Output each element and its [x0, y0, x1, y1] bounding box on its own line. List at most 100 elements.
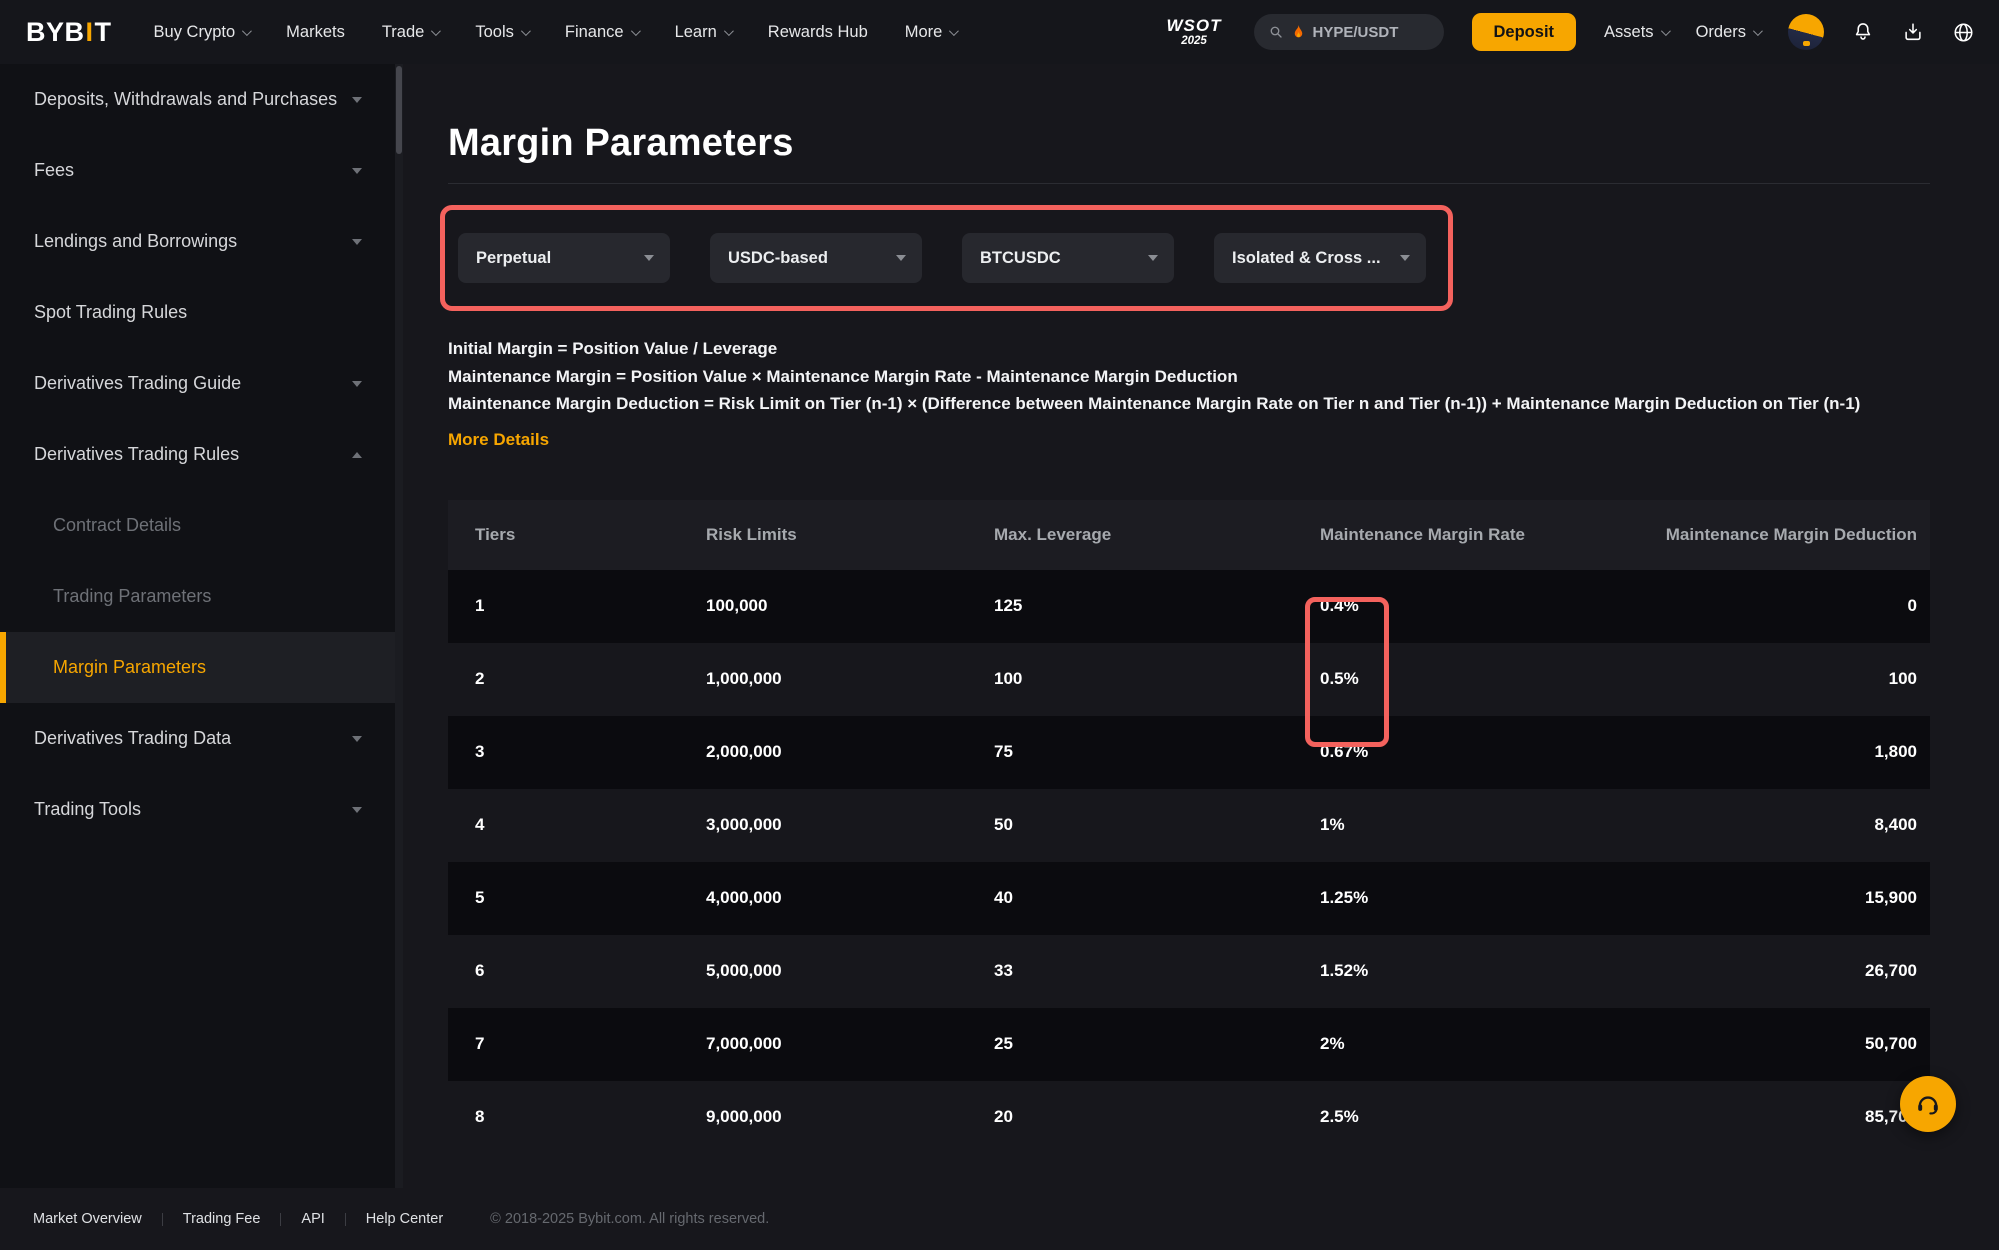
nav-item-tools[interactable]: Tools [475, 22, 531, 42]
footer-link-market-overview[interactable]: Market Overview [33, 1211, 142, 1227]
sidebar-item-label: Lendings and Borrowings [34, 231, 238, 251]
table-cell: 0 [1907, 596, 1917, 615]
sidebar-item-margin-parameters[interactable]: Margin Parameters [0, 632, 395, 703]
contract-type-select[interactable]: Perpetual [458, 233, 670, 283]
table-cell: 100,000 [706, 596, 768, 615]
user-avatar[interactable] [1788, 14, 1824, 50]
sidebar-scrollbar[interactable] [395, 64, 403, 1188]
column-header-risk-limits: Risk Limits [706, 524, 797, 544]
nav-menu: Buy Crypto Markets Trade Tools Finance L… [153, 22, 960, 42]
table-cell: 100 [994, 669, 1023, 688]
table-cell: 40 [994, 888, 1013, 907]
logo-text: BYB [26, 16, 85, 47]
notifications-button[interactable] [1852, 21, 1874, 43]
table-cell: 6 [475, 961, 485, 980]
chevron-down-icon [352, 735, 362, 742]
support-chat-button[interactable] [1900, 1076, 1956, 1132]
symbol-select[interactable]: BTCUSDC [962, 233, 1174, 283]
table-cell: 8 [475, 1107, 485, 1126]
nav-item-buy-crypto[interactable]: Buy Crypto [153, 22, 253, 42]
margin-mode-select[interactable]: Isolated & Cross ... [1214, 233, 1426, 283]
download-app-button[interactable] [1902, 21, 1924, 43]
table-cell: 7 [475, 1034, 485, 1053]
nav-item-rewards-hub[interactable]: Rewards Hub [768, 23, 868, 42]
sidebar-item-lendings-borrowings[interactable]: Lendings and Borrowings [0, 206, 395, 277]
sidebar-item-trading-tools[interactable]: Trading Tools [0, 774, 395, 845]
footer-separator [161, 1212, 163, 1226]
wsot-line1: WSOT [1166, 15, 1222, 35]
sidebar-item-spot-trading-rules[interactable]: Spot Trading Rules [0, 277, 395, 348]
footer: Market Overview Trading Fee API Help Cen… [0, 1188, 1999, 1250]
orders-label: Orders [1695, 22, 1746, 41]
table-cell: 5,000,000 [706, 961, 782, 980]
table-header-row: Tiers Risk Limits Max. Leverage Maintena… [448, 499, 1930, 570]
footer-link-api[interactable]: API [301, 1211, 325, 1227]
table-cell: 4 [475, 815, 485, 834]
chevron-down-icon [352, 238, 362, 245]
nav-item-finance[interactable]: Finance [565, 23, 641, 42]
table-cell: 25 [994, 1034, 1013, 1053]
sidebar-item-trading-parameters[interactable]: Trading Parameters [0, 561, 395, 632]
table-cell: 5 [475, 888, 485, 907]
chevron-up-icon [352, 451, 362, 458]
caret-down-icon [644, 255, 654, 261]
table-cell: 8,400 [1874, 815, 1917, 834]
footer-separator [344, 1212, 346, 1226]
formula-maintenance-margin-deduction: Maintenance Margin Deduction = Risk Limi… [448, 394, 1861, 413]
settlement-select[interactable]: USDC-based [710, 233, 922, 283]
scrollbar-thumb[interactable] [396, 66, 402, 154]
search-input[interactable]: HYPE/USDT [1253, 14, 1444, 50]
chevron-down-icon [352, 380, 362, 387]
sidebar-item-deposits-withdrawals[interactable]: Deposits, Withdrawals and Purchases [0, 64, 395, 135]
logo-accent: I [85, 16, 94, 47]
sidebar-item-fees[interactable]: Fees [0, 135, 395, 206]
sidebar-item-contract-details[interactable]: Contract Details [0, 490, 395, 561]
table-cell: 125 [994, 596, 1023, 615]
bybit-logo[interactable]: BYB I T [26, 17, 112, 48]
nav-item-learn[interactable]: Learn [675, 23, 734, 42]
table-row: 3 2,000,000 75 0.67% 1,800 [448, 715, 1930, 789]
table-cell: 1% [1320, 815, 1345, 834]
table-row: 1 100,000 125 0.4% 0 [448, 569, 1930, 643]
table-cell: 3,000,000 [706, 815, 782, 834]
sidebar-item-derivatives-trading-guide[interactable]: Derivatives Trading Guide [0, 348, 395, 419]
table-cell: 20 [994, 1107, 1013, 1126]
assets-menu[interactable]: Assets [1604, 23, 1671, 42]
table-cell: 7,000,000 [706, 1034, 782, 1053]
footer-link-help-center[interactable]: Help Center [365, 1211, 444, 1227]
table-cell: 2,000,000 [706, 742, 782, 761]
sidebar-item-derivatives-trading-data[interactable]: Derivatives Trading Data [0, 703, 395, 774]
search-value: HYPE/USDT [1312, 23, 1399, 41]
language-button[interactable] [1952, 21, 1975, 44]
table-cell: 15,900 [1865, 888, 1917, 907]
table-cell: 1.52% [1320, 961, 1369, 980]
table-cell: 75 [994, 742, 1013, 761]
nav-item-label: Tools [475, 22, 514, 41]
table-cell: 2 [475, 669, 485, 688]
sidebar-item-derivatives-trading-rules[interactable]: Derivatives Trading Rules [0, 419, 395, 490]
nav-item-markets[interactable]: Markets [286, 23, 345, 42]
sidebar-item-label: Trading Tools [34, 799, 142, 819]
column-header-tiers: Tiers [475, 524, 516, 544]
nav-item-more[interactable]: More [905, 23, 960, 42]
deposit-button[interactable]: Deposit [1471, 13, 1577, 51]
wsot-2025-badge[interactable]: WSOT 2025 [1167, 17, 1222, 48]
table-cell: 9,000,000 [706, 1107, 782, 1126]
table-cell: 85,700 [1865, 1107, 1917, 1126]
chevron-down-icon [352, 96, 362, 103]
nav-item-trade[interactable]: Trade [382, 23, 442, 42]
footer-link-trading-fee[interactable]: Trading Fee [182, 1211, 261, 1227]
globe-icon [1954, 22, 1973, 42]
table-cell: 50,700 [1865, 1034, 1917, 1053]
select-value: Perpetual [476, 248, 552, 267]
orders-menu[interactable]: Orders [1695, 22, 1763, 42]
more-details-link[interactable]: More Details [448, 429, 550, 449]
column-header-mm-rate: Maintenance Margin Rate [1320, 524, 1525, 544]
table-row: 4 3,000,000 50 1% 8,400 [448, 789, 1930, 862]
nav-item-label: Rewards Hub [767, 22, 868, 41]
chevron-down-icon [630, 25, 641, 36]
sidebar-item-label: Derivatives Trading Data [34, 728, 232, 748]
table-row: 7 7,000,000 25 2% 50,700 [448, 1007, 1930, 1081]
headset-icon [1918, 1096, 1938, 1115]
nav-item-label: Buy Crypto [153, 22, 236, 41]
